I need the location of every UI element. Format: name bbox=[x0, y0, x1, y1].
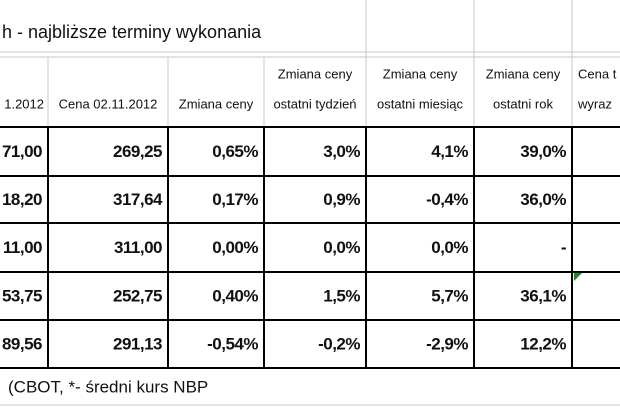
cell: -0,4% bbox=[426, 190, 468, 209]
cell: 317,64 bbox=[113, 190, 163, 209]
cell: 0,65% bbox=[212, 142, 258, 161]
column-header: Zmiana ceny bbox=[179, 96, 254, 111]
cell: 0,00% bbox=[212, 238, 258, 257]
cell: 3,0% bbox=[323, 142, 360, 161]
cell: 18,20 bbox=[2, 190, 42, 209]
cell: 0,0% bbox=[323, 238, 360, 257]
cell: 311,00 bbox=[114, 238, 162, 257]
cell: - bbox=[561, 238, 566, 257]
column-header: ostatni tydzień bbox=[273, 96, 356, 111]
cell: 0,0% bbox=[431, 238, 468, 257]
cell: 269,25 bbox=[113, 142, 162, 161]
cell: 291,13 bbox=[113, 334, 162, 353]
column-header: Zmiana ceny bbox=[383, 66, 458, 81]
cell: 5,7% bbox=[431, 286, 468, 305]
cell: -0,2% bbox=[318, 334, 360, 353]
column-header: ostatni miesiąc bbox=[377, 96, 463, 111]
cell: 36,0% bbox=[520, 190, 566, 209]
column-header: 1.2012 bbox=[4, 96, 44, 111]
cell: 0,9% bbox=[323, 190, 360, 209]
cell: 252,75 bbox=[113, 286, 162, 305]
cell: 53,75 bbox=[2, 286, 42, 305]
column-header: Zmiana ceny bbox=[486, 66, 561, 81]
comment-indicator bbox=[574, 273, 582, 281]
cell: -2,9% bbox=[426, 334, 468, 353]
cell: 36,1% bbox=[520, 286, 566, 305]
column-header: ostatni rok bbox=[493, 96, 553, 111]
column-header: Zmiana ceny bbox=[278, 66, 353, 81]
cell: 71,00 bbox=[2, 142, 42, 161]
cell: 12,2% bbox=[520, 334, 566, 353]
cell: 1,5% bbox=[323, 286, 360, 305]
sheet-title: h - najbliższe terminy wykonania bbox=[2, 22, 262, 42]
cell: 0,40% bbox=[212, 286, 258, 305]
cell: 89,56 bbox=[2, 334, 42, 353]
cell: 0,17% bbox=[212, 190, 258, 209]
cell: 4,1% bbox=[431, 142, 468, 161]
cell: 39,0% bbox=[520, 142, 566, 161]
footer-note: (CBOT, *- średni kurs NBP bbox=[8, 377, 208, 396]
column-header: wyraz bbox=[577, 96, 612, 111]
column-header: Cena 02.11.2012 bbox=[59, 96, 158, 111]
cell: -0,54% bbox=[207, 334, 258, 353]
table-borders bbox=[0, 126, 620, 369]
column-header: Cena t bbox=[578, 66, 617, 81]
cell: 11,00 bbox=[3, 238, 42, 257]
